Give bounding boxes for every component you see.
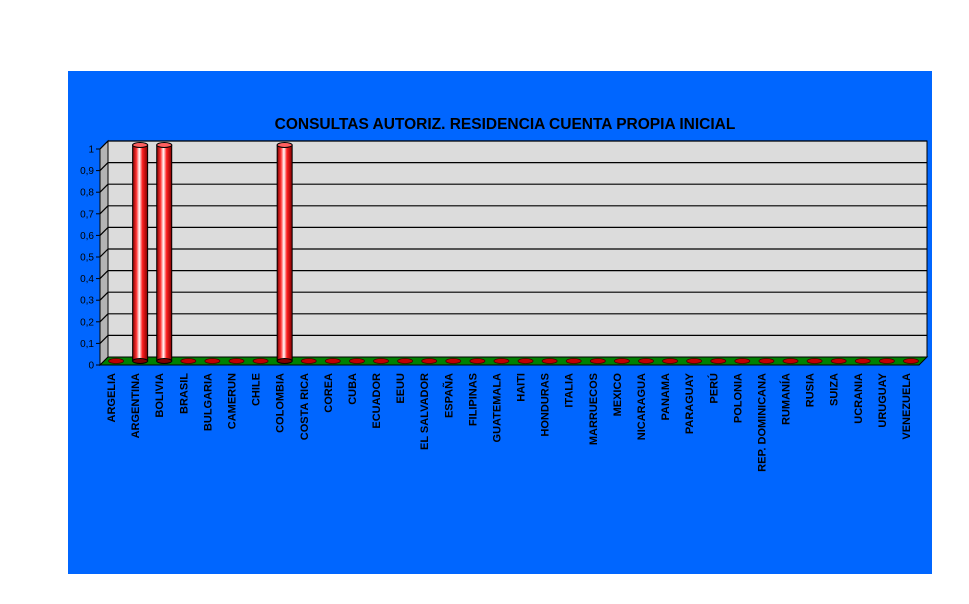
bar: [397, 358, 414, 364]
bar: [638, 358, 654, 364]
y-tick-label: 0,9: [80, 166, 94, 177]
bar-base: [276, 358, 293, 364]
chart-panel: CONSULTAS AUTORIZ. RESIDENCIA CUENTA PRO…: [68, 71, 932, 574]
category-label: BOLIVIA: [154, 373, 166, 418]
gridline-side: [99, 205, 109, 215]
bar: [734, 358, 751, 364]
bar: [758, 358, 775, 364]
category-label: BRASIL: [178, 373, 190, 414]
y-tick-label: 0,8: [80, 188, 94, 199]
category-label: ARGELIA: [106, 373, 118, 423]
category-label: UCRANIA: [853, 373, 865, 424]
gridline-side: [99, 162, 109, 172]
bar: [662, 358, 678, 364]
bar: [276, 144, 293, 362]
category-label: CAMERUN: [226, 373, 238, 429]
bar-base: [156, 358, 173, 364]
bar: [108, 358, 124, 364]
bar: [878, 358, 895, 364]
bar: [541, 358, 558, 364]
y-tick-label: 0,1: [80, 339, 94, 350]
category-label: ESPAÑA: [442, 373, 455, 418]
category-label: COSTA RICA: [299, 373, 311, 440]
bar: [349, 358, 365, 364]
bar: [710, 358, 727, 364]
y-tick-label: 1: [88, 145, 94, 156]
gridline-side: [99, 270, 109, 280]
category-label: ECUADOR: [371, 373, 383, 429]
category-label: PARAGUAY: [684, 372, 696, 434]
category-label: COREA: [323, 373, 335, 413]
gridline-side: [99, 291, 109, 301]
bar: [493, 358, 510, 364]
bar: [854, 358, 871, 364]
bar-chart: CONSULTAS AUTORIZ. RESIDENCIA CUENTA PRO…: [80, 116, 929, 472]
bar: [589, 358, 606, 364]
category-label: REP. DOMINICANA: [756, 373, 768, 472]
bar: [373, 358, 389, 364]
y-tick-label: 0,5: [80, 253, 94, 264]
gridline-side: [99, 334, 109, 344]
category-label: CHILE: [251, 373, 263, 406]
bar: [806, 358, 823, 364]
category-label: PANAMA: [660, 373, 672, 421]
category-label: RUSIA: [805, 373, 817, 407]
category-label: BULGARIA: [202, 373, 214, 431]
y-tick-label: 0,6: [80, 231, 94, 242]
gridline-side: [99, 313, 109, 323]
category-label: HONDURAS: [540, 373, 552, 437]
bar: [517, 358, 534, 364]
chart-title: CONSULTAS AUTORIZ. RESIDENCIA CUENTA PRO…: [275, 116, 736, 133]
y-tick-label: 0,3: [80, 296, 94, 307]
bar: [156, 144, 173, 362]
gridline-side: [99, 248, 109, 258]
category-label: CUBA: [347, 373, 359, 405]
category-label: GUATEMALA: [491, 373, 503, 443]
bar: [445, 358, 462, 364]
y-tick-label: 0,7: [80, 209, 94, 220]
bar: [903, 358, 919, 364]
category-label: MEXICO: [612, 373, 624, 417]
bar: [782, 358, 799, 364]
bar: [132, 144, 149, 362]
bar: [421, 358, 438, 364]
bar-top: [132, 142, 149, 148]
bar: [180, 358, 197, 364]
y-tick-label: 0,4: [80, 274, 94, 285]
plot-floor: [98, 356, 929, 366]
bar: [469, 358, 486, 364]
category-label: NICARAGUA: [636, 373, 648, 440]
y-tick-label: 0: [88, 361, 94, 372]
category-label: URUGUAY: [877, 372, 889, 427]
category-label: ITALIA: [564, 373, 576, 408]
category-label: EEUU: [395, 373, 407, 404]
gridline-side: [99, 226, 109, 236]
bar: [686, 358, 703, 364]
bar-base: [132, 358, 149, 364]
bar: [613, 358, 630, 364]
category-label: RUMANÍA: [780, 373, 793, 425]
bar: [565, 358, 582, 364]
category-label: SUIZA: [829, 373, 841, 406]
bar-top: [276, 142, 293, 148]
gridline-side: [99, 183, 109, 193]
category-label: MARRUECOS: [588, 373, 600, 445]
y-tick-label: 0,2: [80, 317, 94, 328]
bar: [228, 358, 245, 364]
bar-top: [156, 142, 173, 148]
category-label: FILIPINAS: [467, 373, 479, 426]
category-label: ARGENTINA: [130, 373, 142, 438]
bar: [252, 358, 269, 364]
category-label: HAITI: [516, 373, 528, 402]
category-label: PERÚ: [707, 373, 720, 404]
gridline-side: [99, 140, 109, 150]
category-label: POLONIA: [732, 373, 744, 423]
bar: [830, 358, 847, 364]
category-label: VENEZUELA: [901, 373, 913, 440]
bar: [324, 358, 341, 364]
bar: [300, 358, 317, 364]
bar: [204, 358, 221, 364]
category-label: EL SALVADOR: [419, 373, 431, 450]
category-label: COLOMBIA: [275, 373, 287, 433]
